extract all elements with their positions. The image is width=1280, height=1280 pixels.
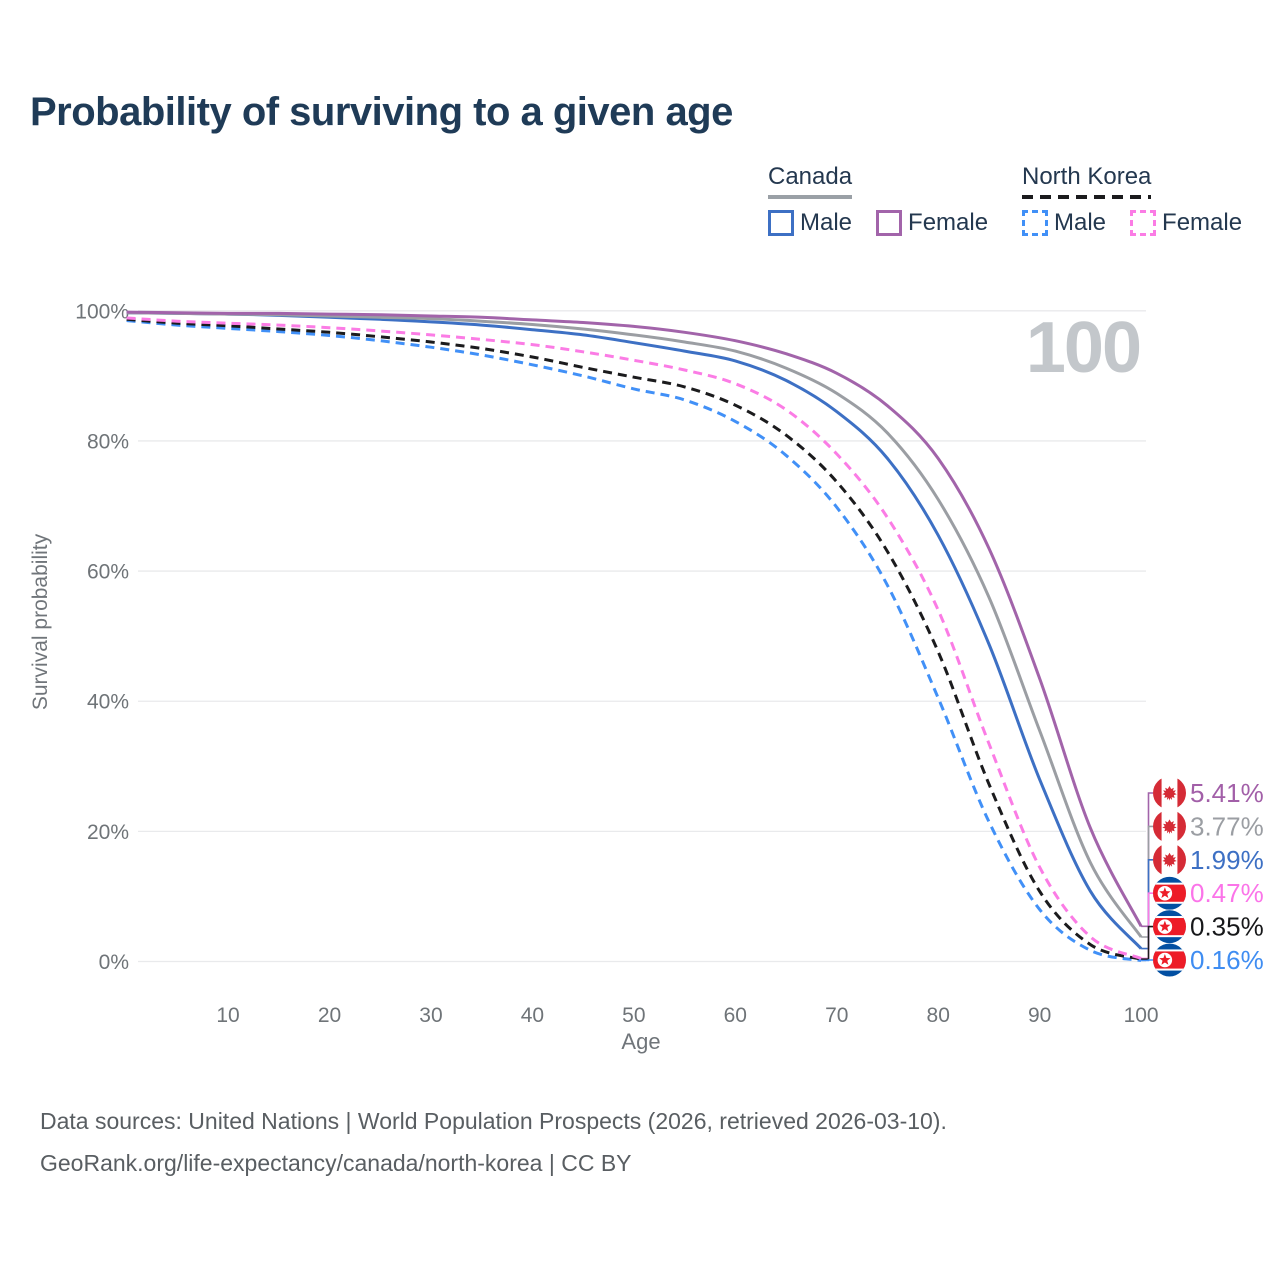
canada-flag-icon [1153, 776, 1186, 810]
canada-female-swatch-icon [876, 210, 903, 236]
north-korea-male-swatch-icon [1022, 210, 1048, 236]
end-value-label: 3.77% [1190, 811, 1264, 841]
end-value-label: 5.41% [1190, 778, 1264, 808]
x-tick-label: 40 [521, 1004, 544, 1027]
curve-canada-male [126, 311, 1143, 950]
x-tick-label: 90 [1028, 1004, 1051, 1027]
legend-item-north-korea-female[interactable]: Female [1130, 209, 1242, 237]
north-korea-flag-icon [1153, 876, 1186, 910]
legend-country-label: North Korea [1022, 163, 1152, 190]
page-title: Probability of surviving to a given age [30, 90, 733, 134]
legend-item-label: Female [908, 209, 989, 236]
north-korea-flag-icon [1153, 910, 1186, 944]
canada-line-style-sample [768, 195, 853, 199]
end-value-label: 0.35% [1190, 912, 1264, 942]
legend-item-canada-male[interactable]: Male [768, 209, 852, 237]
north-korea-flag-icon [1153, 943, 1186, 977]
legend-item-label: Male [800, 209, 853, 236]
y-tick-label: 60% [87, 561, 129, 584]
age-counter-watermark: 100 [1026, 308, 1140, 388]
legend-item-canada-female[interactable]: Female [876, 209, 988, 237]
canada-flag-icon [1153, 843, 1186, 877]
y-tick-label: 100% [75, 300, 129, 323]
x-tick-label: 30 [419, 1004, 442, 1027]
north-korea-female-swatch-icon [1130, 210, 1157, 236]
end-value-label: 0.47% [1190, 878, 1264, 908]
curve-north-korea-female [126, 316, 1142, 960]
canada-male-swatch-icon [768, 210, 794, 236]
data-sources-text: Data sources: United Nations | World Pop… [40, 1108, 947, 1134]
leader-line [1141, 925, 1153, 960]
curve-north-korea-both-sexes [126, 317, 1142, 961]
legend-country-canada[interactable]: Canada [768, 163, 853, 199]
canada-flag-icon [1153, 809, 1186, 843]
y-tick-label: 80% [87, 430, 129, 453]
legend-item-label: Male [1054, 209, 1107, 236]
legend-country-label: Canada [768, 163, 853, 190]
curve-canada-both-sexes [126, 311, 1143, 938]
y-tick-label: 40% [87, 691, 129, 714]
legend-country-north-korea[interactable]: North Korea [1022, 163, 1152, 199]
curve-north-korea-male [126, 319, 1142, 962]
north-korea-line-style-sample [1022, 195, 1152, 199]
curve-canada-female [126, 310, 1143, 927]
y-tick-label: 20% [87, 821, 129, 844]
end-value-label: 1.99% [1190, 845, 1264, 875]
end-value-label: 0.16% [1190, 945, 1264, 975]
leader-line [1141, 859, 1153, 950]
legend-group-north-korea: North Korea Male Female [1022, 163, 1242, 237]
legend-group-canada: Canada Male Female [768, 163, 988, 237]
x-tick-label: 50 [622, 1004, 645, 1027]
attribution-link-text: GeoRank.org/life-expectancy/canada/north… [40, 1150, 632, 1176]
x-tick-label: 60 [724, 1004, 747, 1027]
leader-line [1141, 825, 1153, 938]
x-tick-label: 80 [927, 1004, 950, 1027]
x-tick-label: 70 [825, 1004, 848, 1027]
x-tick-label: 100 [1124, 1004, 1159, 1027]
x-axis-title: Age [621, 1029, 660, 1054]
y-axis-title: Survival probability [29, 533, 52, 710]
y-tick-label: 0% [99, 951, 129, 974]
legend-item-north-korea-male[interactable]: Male [1022, 209, 1106, 237]
legend-item-label: Female [1162, 209, 1243, 236]
leader-line [1141, 959, 1153, 962]
x-tick-label: 10 [216, 1004, 239, 1027]
x-tick-label: 20 [318, 1004, 341, 1027]
